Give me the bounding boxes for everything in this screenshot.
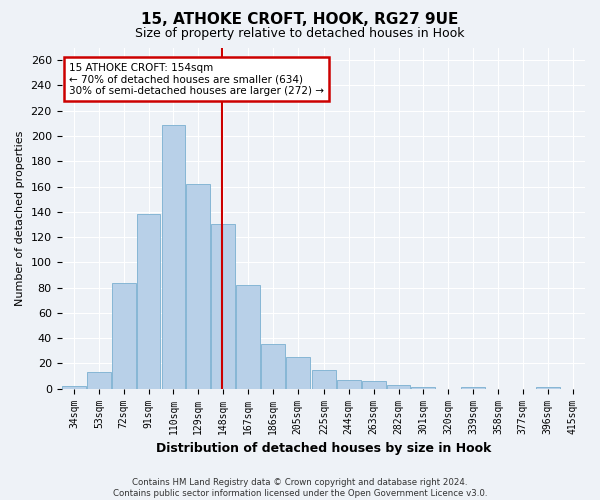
Bar <box>62 386 86 388</box>
Y-axis label: Number of detached properties: Number of detached properties <box>15 130 25 306</box>
Text: 15 ATHOKE CROFT: 154sqm
← 70% of detached houses are smaller (634)
30% of semi-d: 15 ATHOKE CROFT: 154sqm ← 70% of detache… <box>69 62 324 96</box>
Bar <box>362 381 386 388</box>
Bar <box>261 344 285 389</box>
Bar <box>137 214 160 388</box>
Bar <box>112 282 136 389</box>
Bar <box>386 385 410 388</box>
Bar <box>161 124 185 388</box>
Text: 15, ATHOKE CROFT, HOOK, RG27 9UE: 15, ATHOKE CROFT, HOOK, RG27 9UE <box>142 12 458 28</box>
Bar <box>337 380 361 388</box>
Bar <box>87 372 111 388</box>
Bar <box>211 224 235 388</box>
Text: Contains HM Land Registry data © Crown copyright and database right 2024.
Contai: Contains HM Land Registry data © Crown c… <box>113 478 487 498</box>
X-axis label: Distribution of detached houses by size in Hook: Distribution of detached houses by size … <box>155 442 491 455</box>
Bar <box>187 184 210 388</box>
Bar <box>286 357 310 388</box>
Bar <box>236 285 260 389</box>
Text: Size of property relative to detached houses in Hook: Size of property relative to detached ho… <box>135 28 465 40</box>
Bar <box>312 370 336 388</box>
